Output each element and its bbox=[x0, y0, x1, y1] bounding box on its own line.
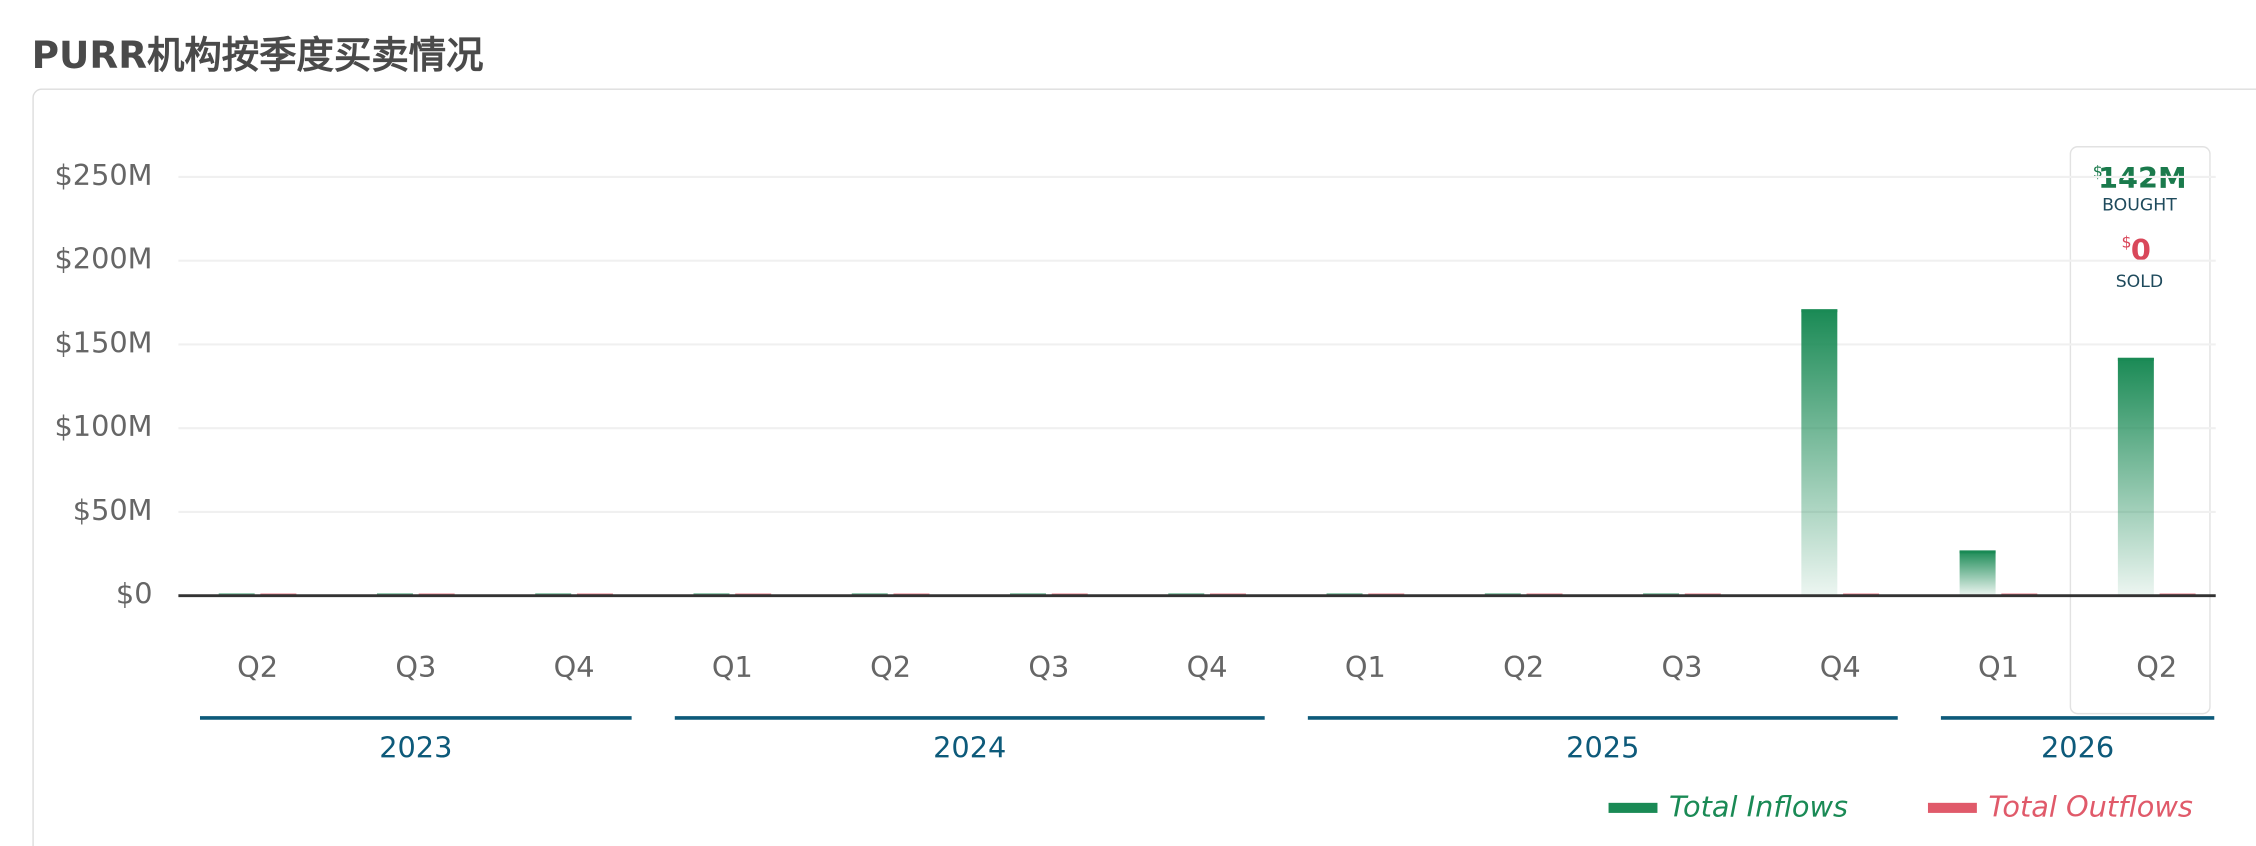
x-tick-label: Q1 bbox=[712, 650, 753, 684]
legend-label: Total Outflows bbox=[1988, 790, 2193, 824]
chart-frame bbox=[32, 88, 2256, 846]
tooltip-box bbox=[2069, 146, 2211, 715]
x-tick-label: Q3 bbox=[1028, 650, 1069, 684]
legend-swatch bbox=[1608, 802, 1658, 813]
year-label: 2026 bbox=[2041, 731, 2114, 765]
x-tick-label: Q2 bbox=[2136, 650, 2177, 684]
tooltip-sold: 0 bbox=[2131, 233, 2151, 267]
x-tick-label: Q2 bbox=[870, 650, 911, 684]
x-tick-label: Q1 bbox=[1978, 650, 2019, 684]
tooltip-label: BOUGHT bbox=[2102, 196, 2177, 216]
year-label: 2025 bbox=[1566, 731, 1639, 765]
tooltip-label: SOLD bbox=[2116, 272, 2163, 292]
x-tick-label: Q4 bbox=[1187, 650, 1228, 684]
y-tick-label: $100M bbox=[54, 409, 152, 443]
y-tick-label: $0 bbox=[116, 577, 153, 611]
x-tick-label: Q3 bbox=[395, 650, 436, 684]
y-tick-label: $50M bbox=[73, 493, 153, 527]
year-label: 2023 bbox=[379, 731, 452, 765]
inflow-bar-top bbox=[1959, 550, 1996, 554]
y-tick-label: $150M bbox=[54, 325, 152, 359]
y-tick-label: $250M bbox=[54, 158, 152, 192]
year-label: 2024 bbox=[933, 731, 1006, 765]
legend-swatch bbox=[1927, 802, 1977, 813]
y-tick-label: $200M bbox=[54, 242, 152, 276]
x-tick-label: Q4 bbox=[554, 650, 595, 684]
x-tick-label: Q2 bbox=[1503, 650, 1544, 684]
x-tick-label: Q2 bbox=[237, 650, 278, 684]
inflow-bar-top bbox=[2117, 357, 2154, 361]
chart-title: PURR机构按季度买卖情况 bbox=[32, 33, 484, 77]
x-tick-label: Q1 bbox=[1345, 650, 1386, 684]
inflow-bar bbox=[1959, 550, 1996, 596]
x-tick-label: Q4 bbox=[1820, 650, 1861, 684]
x-tick-label: Q3 bbox=[1661, 650, 1702, 684]
tooltip-prefix: $ bbox=[2093, 162, 2103, 181]
tooltip-prefix: $ bbox=[2121, 233, 2131, 252]
inflow-bar-top bbox=[1801, 309, 1838, 313]
legend-label: Total Inflows bbox=[1669, 790, 1848, 824]
inflow-bar bbox=[1801, 309, 1838, 596]
inflow-bar bbox=[2117, 357, 2154, 596]
